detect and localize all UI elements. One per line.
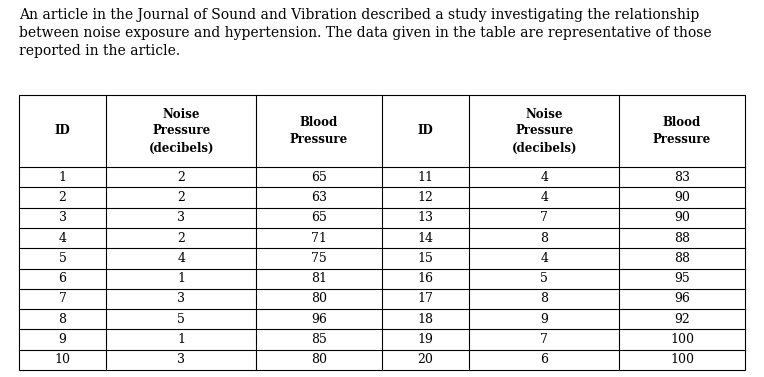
- Text: 96: 96: [674, 293, 690, 305]
- Text: 7: 7: [540, 333, 548, 346]
- Text: 10: 10: [54, 353, 70, 366]
- Text: 65: 65: [311, 211, 327, 224]
- Text: 92: 92: [674, 313, 690, 326]
- Text: 6: 6: [540, 353, 548, 366]
- Text: 83: 83: [674, 171, 690, 184]
- Text: 9: 9: [540, 313, 548, 326]
- Text: 6: 6: [59, 272, 66, 285]
- Text: 85: 85: [311, 333, 327, 346]
- Text: 20: 20: [418, 353, 433, 366]
- Text: 1: 1: [177, 333, 185, 346]
- Text: 1: 1: [59, 171, 66, 184]
- Text: 14: 14: [418, 231, 433, 245]
- Text: 81: 81: [311, 272, 327, 285]
- Text: 2: 2: [177, 171, 185, 184]
- Text: Blood
Pressure: Blood Pressure: [653, 116, 711, 146]
- Text: 11: 11: [418, 171, 433, 184]
- Text: 3: 3: [177, 293, 185, 305]
- Text: 7: 7: [540, 211, 548, 224]
- Text: 5: 5: [540, 272, 548, 285]
- Text: An article in the Journal of Sound and Vibration described a study investigating: An article in the Journal of Sound and V…: [19, 8, 712, 58]
- Text: 4: 4: [59, 231, 66, 245]
- Text: Blood
Pressure: Blood Pressure: [290, 116, 348, 146]
- Text: 8: 8: [59, 313, 66, 326]
- Text: 1: 1: [177, 272, 185, 285]
- Text: 5: 5: [177, 313, 185, 326]
- Text: ID: ID: [418, 124, 433, 138]
- Text: 88: 88: [674, 252, 690, 265]
- Text: 17: 17: [418, 293, 433, 305]
- Text: 80: 80: [311, 353, 327, 366]
- Text: 2: 2: [59, 191, 66, 204]
- Text: 4: 4: [540, 191, 548, 204]
- Text: 16: 16: [418, 272, 433, 285]
- Text: 8: 8: [540, 231, 548, 245]
- Text: 71: 71: [311, 231, 327, 245]
- Text: 3: 3: [59, 211, 66, 224]
- Text: 7: 7: [59, 293, 66, 305]
- Text: 2: 2: [177, 191, 185, 204]
- Text: 9: 9: [59, 333, 66, 346]
- Text: 100: 100: [670, 353, 694, 366]
- Bar: [19, 95, 745, 370]
- Text: 2: 2: [177, 231, 185, 245]
- Text: 96: 96: [311, 313, 327, 326]
- Text: ID: ID: [55, 124, 70, 138]
- Text: 3: 3: [177, 353, 185, 366]
- Text: 12: 12: [418, 191, 433, 204]
- Text: 90: 90: [674, 191, 690, 204]
- Text: 63: 63: [311, 191, 327, 204]
- Text: Noise
Pressure
(decibels): Noise Pressure (decibels): [511, 107, 577, 155]
- Text: 4: 4: [177, 252, 185, 265]
- Text: 3: 3: [177, 211, 185, 224]
- Text: 80: 80: [311, 293, 327, 305]
- Text: 18: 18: [418, 313, 433, 326]
- Text: 15: 15: [418, 252, 433, 265]
- Text: 65: 65: [311, 171, 327, 184]
- Text: 5: 5: [59, 252, 66, 265]
- Text: 19: 19: [418, 333, 433, 346]
- Text: 13: 13: [418, 211, 433, 224]
- Text: 75: 75: [311, 252, 327, 265]
- Text: 90: 90: [674, 211, 690, 224]
- Text: 95: 95: [674, 272, 690, 285]
- Text: 4: 4: [540, 171, 548, 184]
- Text: 8: 8: [540, 293, 548, 305]
- Text: 4: 4: [540, 252, 548, 265]
- Text: 100: 100: [670, 333, 694, 346]
- Text: Noise
Pressure
(decibels): Noise Pressure (decibels): [148, 107, 214, 155]
- Text: 88: 88: [674, 231, 690, 245]
